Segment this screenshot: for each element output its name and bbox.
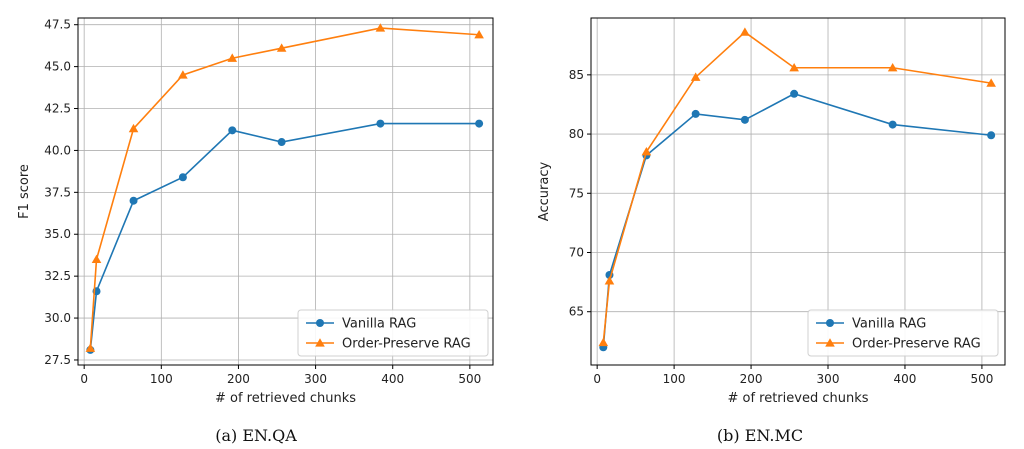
data-point bbox=[376, 119, 385, 128]
x-tick-label: 0 bbox=[593, 372, 601, 386]
series-line bbox=[89, 122, 480, 350]
y-tick-label: 70 bbox=[569, 245, 584, 259]
figure-caption: (a) EN.QA bbox=[215, 426, 297, 445]
y-tick-label: 80 bbox=[569, 127, 584, 141]
chart-panel-2: 0 100 200 300 400 500 65 70 75 80 85 # of retrieved… bbox=[537, 17, 1006, 445]
legend: Vanilla RAG Order-Preserve RAG bbox=[297, 309, 489, 357]
y-axis-label: Accuracy bbox=[537, 162, 552, 222]
legend-marker bbox=[825, 338, 835, 347]
data-point bbox=[375, 23, 386, 32]
x-tick-label: 100 bbox=[150, 372, 173, 386]
y-tick-label: 42.5 bbox=[44, 102, 71, 116]
data-point bbox=[604, 276, 615, 285]
gridlines bbox=[78, 18, 493, 365]
gridlines bbox=[591, 18, 1005, 365]
series-line bbox=[602, 92, 992, 348]
data-point bbox=[277, 138, 286, 147]
legend-box bbox=[297, 309, 489, 357]
data-point bbox=[691, 109, 700, 118]
legend-marker bbox=[826, 319, 834, 327]
data-point bbox=[276, 43, 287, 52]
data-point bbox=[789, 62, 799, 72]
data-point bbox=[887, 62, 898, 72]
x-tick-label: 500 bbox=[970, 372, 993, 386]
legend-marker bbox=[316, 319, 324, 327]
y-tick-label: 85 bbox=[569, 68, 584, 82]
series-line bbox=[89, 27, 480, 349]
data-point bbox=[474, 29, 484, 39]
data-point bbox=[598, 337, 609, 347]
x-tick-label: 500 bbox=[458, 372, 481, 386]
data-point bbox=[987, 131, 996, 140]
x-tick-label: 100 bbox=[663, 372, 686, 386]
series-vanilla-rag bbox=[86, 119, 484, 354]
y-axis-label: F1 score bbox=[17, 164, 32, 219]
data-point bbox=[790, 89, 799, 98]
x-tick-label: 400 bbox=[894, 372, 917, 386]
figure-caption: (b) EN.MC bbox=[717, 426, 803, 445]
y-tick-label: 40.0 bbox=[44, 143, 71, 157]
y-tick-label: 45.0 bbox=[44, 60, 71, 74]
x-axis-label: # of retrieved chunks bbox=[215, 391, 356, 406]
x-tick-label: 400 bbox=[381, 372, 404, 386]
plot-frame bbox=[590, 17, 1006, 366]
y-tick-label: 47.5 bbox=[44, 18, 71, 32]
legend-label: Vanilla RAG bbox=[342, 317, 416, 332]
data-point bbox=[986, 78, 996, 87]
data-point bbox=[85, 343, 96, 352]
legend-label: Vanilla RAG bbox=[852, 317, 926, 332]
data-point bbox=[91, 254, 102, 263]
series-order-preserve-rag bbox=[598, 27, 996, 347]
y-tick-label: 32.5 bbox=[44, 269, 71, 283]
y-tick-label: 75 bbox=[569, 186, 584, 200]
x-tick-label: 300 bbox=[817, 372, 840, 386]
data-point bbox=[227, 53, 238, 62]
data-point bbox=[888, 120, 897, 129]
series-line bbox=[602, 31, 992, 343]
x-tick-label: 200 bbox=[740, 372, 763, 386]
legend-label: Order-Preserve RAG bbox=[342, 337, 471, 352]
data-point bbox=[178, 173, 187, 182]
legend-label: Order-Preserve RAG bbox=[852, 337, 981, 352]
y-tick-label: 30.0 bbox=[44, 311, 71, 325]
plot-frame bbox=[77, 17, 494, 366]
x-tick-label: 0 bbox=[80, 372, 88, 386]
series-order-preserve-rag bbox=[85, 23, 484, 352]
x-axis-label: # of retrieved chunks bbox=[727, 391, 868, 406]
data-point bbox=[740, 115, 749, 124]
legend: Vanilla RAG Order-Preserve RAG bbox=[807, 309, 999, 357]
x-tick-label: 300 bbox=[304, 372, 327, 386]
legend-marker bbox=[315, 338, 325, 347]
data-point bbox=[228, 126, 237, 135]
data-point bbox=[128, 123, 139, 133]
data-point bbox=[690, 72, 701, 81]
legend-box bbox=[807, 309, 999, 357]
y-tick-label: 37.5 bbox=[44, 185, 71, 199]
data-point bbox=[641, 147, 652, 156]
chart-panel-1: 0 100 200 300 400 500 27.5 30.0 32.5 35.0 37.5 40.0… bbox=[17, 17, 494, 445]
y-tick-label: 35.0 bbox=[44, 227, 71, 241]
data-point bbox=[129, 196, 138, 205]
y-tick-label: 27.5 bbox=[44, 353, 71, 367]
y-tick-label: 65 bbox=[569, 305, 584, 319]
data-point bbox=[178, 70, 188, 79]
data-point bbox=[740, 27, 750, 36]
series-vanilla-rag bbox=[599, 89, 996, 352]
x-tick-label: 200 bbox=[227, 372, 250, 386]
data-point bbox=[475, 119, 484, 128]
